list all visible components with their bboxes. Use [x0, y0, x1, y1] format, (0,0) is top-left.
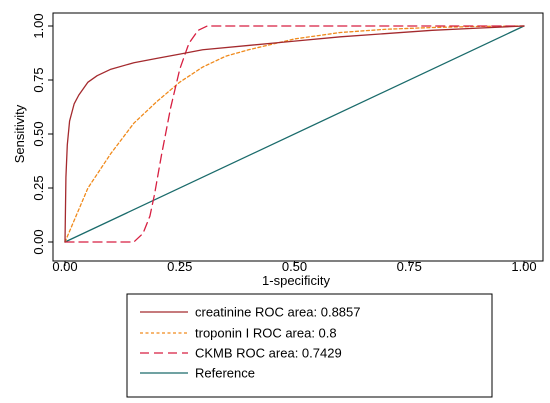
- series-line-3: [64, 25, 525, 243]
- legend-label-0: creatinine ROC area: 0.8857: [195, 305, 360, 320]
- plot-frame: [52, 12, 544, 262]
- y-tick-label: 0.25: [31, 175, 46, 200]
- x-tick-label: 0.00: [52, 259, 77, 274]
- x-tick-label: 0.50: [282, 259, 307, 274]
- legend-label-1: troponin I ROC area: 0.8: [195, 326, 337, 341]
- series-line-0: [64, 25, 525, 243]
- legend-label-3: Reference: [195, 366, 255, 381]
- y-tick-label: 0.00: [31, 229, 46, 254]
- series-line-2: [64, 25, 525, 243]
- series-line-1: [64, 25, 525, 243]
- y-axis-title: Sensitivity: [12, 104, 27, 163]
- x-tick-label: 1.00: [511, 259, 536, 274]
- y-tick-label: 0.75: [31, 67, 46, 92]
- axes-layer: 0.00 0.25 0.50 0.75 1.00 0.00 0.25 0.50 0.75 1.00: [31, 13, 537, 274]
- x-tick-label: 0.25: [167, 259, 192, 274]
- x-tick-label: 0.75: [397, 259, 422, 274]
- legend-box: [126, 293, 493, 398]
- legend-layer: creatinine ROC area: 0.8857 troponin I RO…: [140, 305, 360, 381]
- y-tick-label: 1.00: [31, 13, 46, 38]
- x-axis-title: 1-specificity: [262, 273, 330, 288]
- legend-label-2: CKMB ROC area: 0.7429: [195, 346, 342, 361]
- y-tick-label: 0.50: [31, 121, 46, 146]
- series-layer: [64, 25, 525, 243]
